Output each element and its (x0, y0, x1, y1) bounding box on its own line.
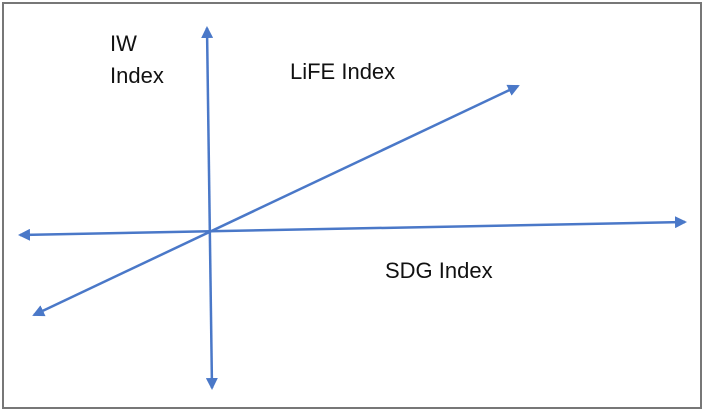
life-axis (32, 84, 520, 317)
axis-label: IW (110, 31, 137, 56)
axis-label: SDG Index (385, 258, 493, 283)
axis-label: Index (110, 63, 164, 88)
axis-label: LiFE Index (290, 59, 395, 84)
